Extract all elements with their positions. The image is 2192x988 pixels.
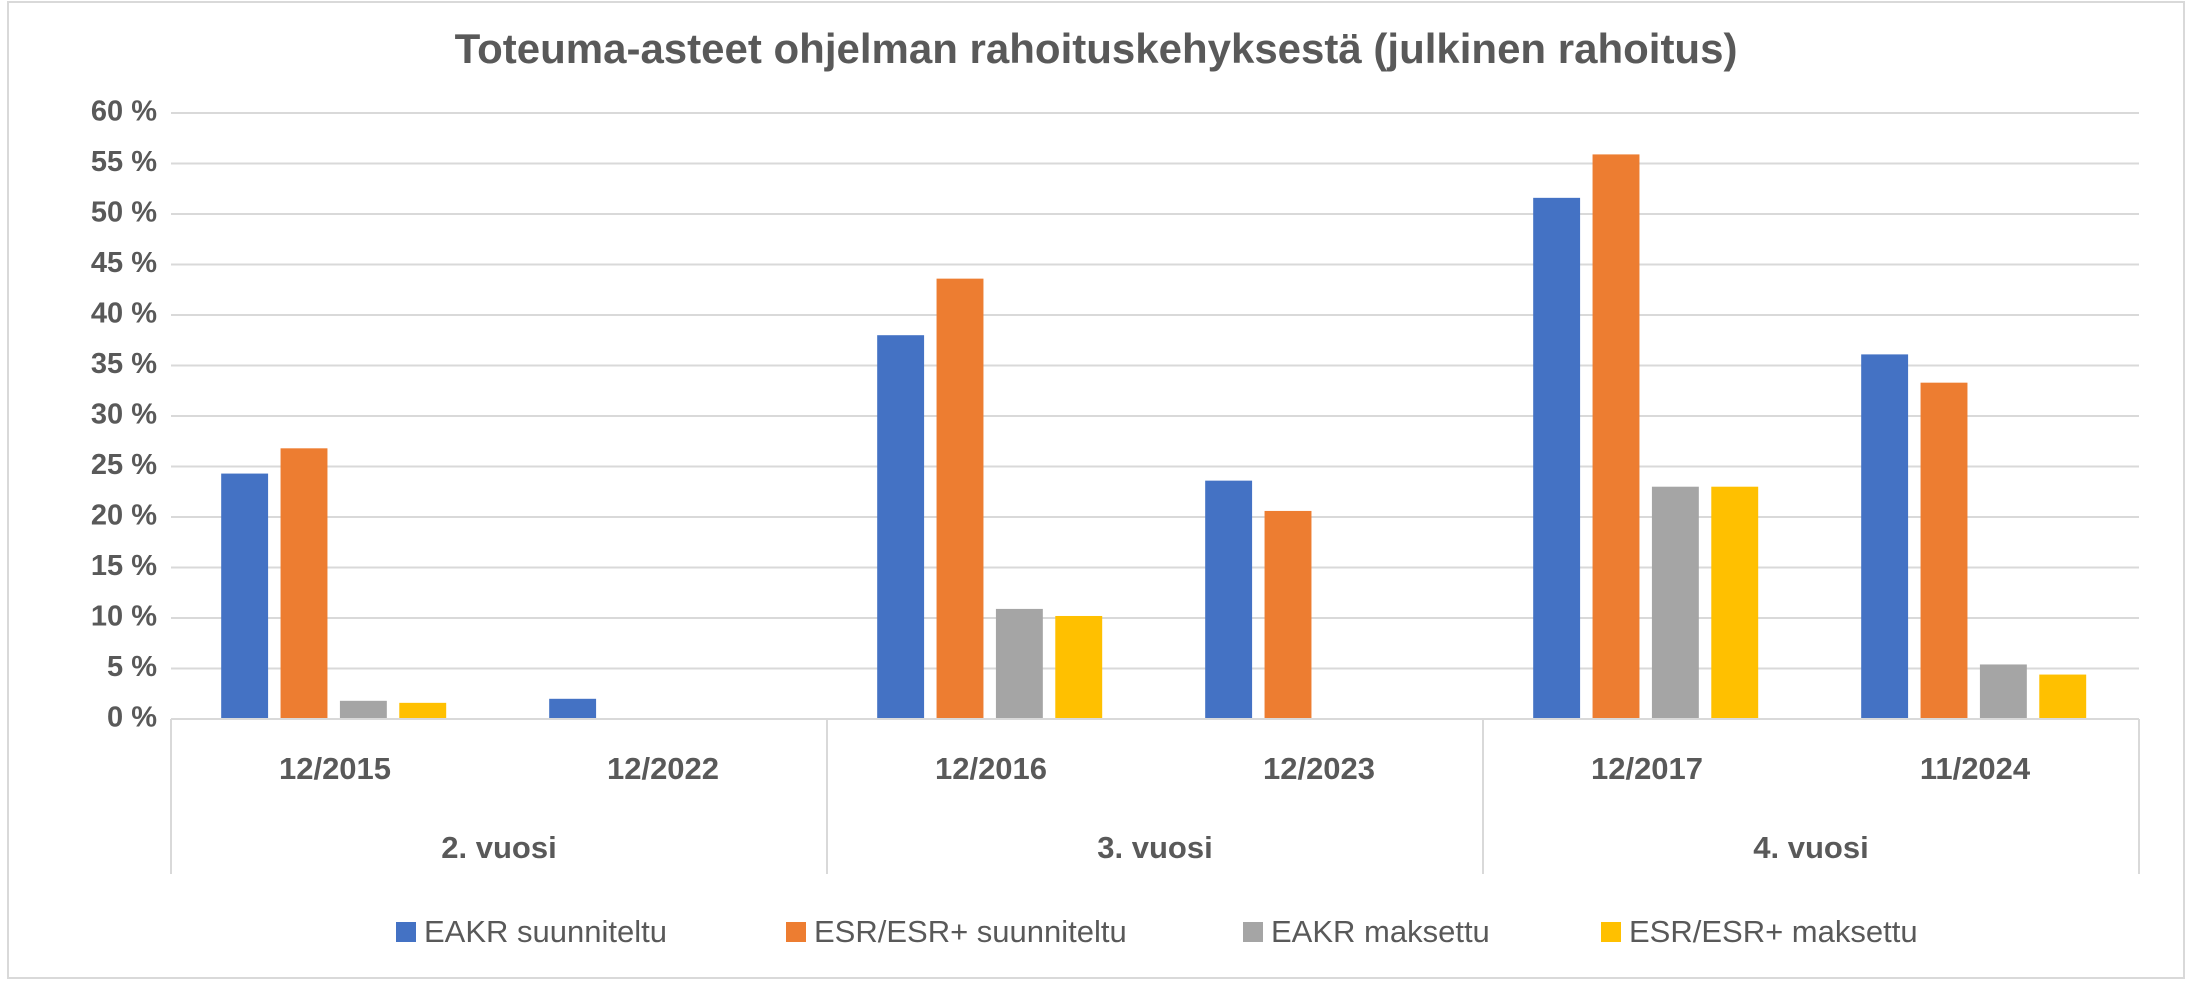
y-tick-label: 40 % [91,298,157,330]
x-tick-label: 12/2022 [607,751,719,786]
x-tick-label: 12/2016 [935,751,1047,786]
x-tick-label: 12/2017 [1591,751,1703,786]
y-tick-label: 50 % [91,197,157,229]
group-label: 3. vuosi [1097,830,1212,865]
bar [2039,674,2087,719]
y-tick-label: 35 % [91,348,157,380]
y-tick-label: 60 % [91,96,157,128]
bar [1711,486,1759,719]
bar [339,700,387,719]
bar [877,335,925,719]
bar [1533,197,1581,720]
bar [280,448,328,719]
bar [1055,615,1103,719]
group-label: 2. vuosi [441,830,556,865]
bar [1979,664,2027,719]
legend-label: EAKR suunniteltu [424,914,667,949]
legend-label: ESR/ESR+ suunniteltu [814,914,1127,949]
y-tick-label: 15 % [91,550,157,582]
bar [549,698,597,719]
y-tick-label: 45 % [91,247,157,279]
bar [399,702,447,719]
x-tick-label: 12/2023 [1263,751,1375,786]
bar [1264,510,1312,719]
bar [1920,382,1968,719]
legend-swatch [1601,922,1621,942]
bar [1592,154,1640,719]
x-tick-label: 11/2024 [1920,751,2031,786]
chart-title: Toteuma-asteet ohjelman rahoituskehykses… [455,25,1738,72]
y-tick-label: 25 % [91,449,157,481]
chart-border [7,1,2185,979]
y-tick-label: 0 % [107,702,157,734]
y-tick-label: 20 % [91,500,157,532]
x-tick-label: 12/2015 [279,751,391,786]
legend-swatch [786,922,806,942]
bar [995,608,1043,719]
legend-label: ESR/ESR+ maksettu [1629,914,1918,949]
bar [221,473,269,719]
y-tick-label: 55 % [91,146,157,178]
bar [936,278,984,719]
group-label: 4. vuosi [1753,830,1868,865]
legend-swatch [396,922,416,942]
y-tick-label: 10 % [91,601,157,633]
bar [1205,480,1253,719]
y-tick-label: 5 % [107,651,157,683]
bar [1651,486,1699,719]
legend-label: EAKR maksettu [1271,914,1490,949]
legend-swatch [1243,922,1263,942]
y-tick-label: 30 % [91,399,157,431]
bar [1861,354,1909,719]
